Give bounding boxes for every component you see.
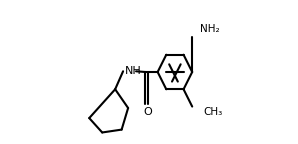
Text: O: O	[143, 107, 152, 117]
Text: NH: NH	[125, 66, 141, 76]
Text: CH₃: CH₃	[203, 107, 222, 117]
Text: NH₂: NH₂	[200, 24, 220, 34]
